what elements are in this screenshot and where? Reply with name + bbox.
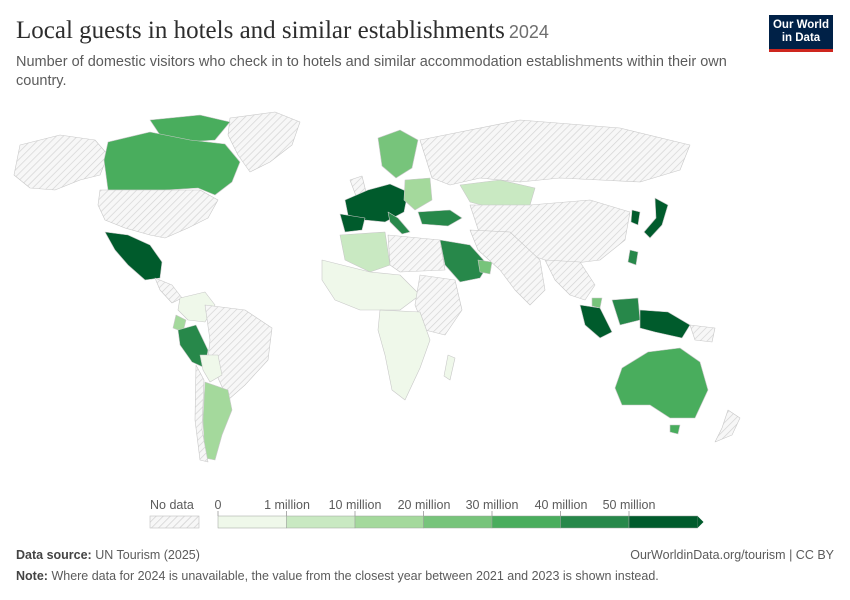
region-alaska[interactable] (13, 134, 109, 191)
note-value: Where data for 2024 is unavailable, the … (51, 569, 659, 583)
owid-logo[interactable]: Our World in Data (769, 15, 833, 52)
world-map[interactable] (0, 100, 850, 485)
footer-link[interactable]: OurWorldinData.org/tourism | CC BY (630, 548, 834, 562)
region-libya-egypt[interactable] (387, 234, 446, 273)
legend-tick-4: 30 million (465, 498, 519, 512)
legend-tick-6: 50 million (602, 498, 656, 512)
region-italy[interactable] (387, 211, 411, 235)
chart-title: Local guests in hotels and similar estab… (16, 14, 756, 49)
region-indonesia-east[interactable] (639, 309, 691, 339)
region-united-states[interactable] (97, 189, 219, 239)
region-east-africa[interactable] (414, 274, 463, 336)
footer-note: Note: Where data for 2024 is unavailable… (16, 569, 834, 583)
region-algeria[interactable] (339, 231, 391, 273)
region-japan[interactable] (643, 197, 669, 239)
region-central-america[interactable] (154, 277, 183, 304)
region-saudi-arabia[interactable] (439, 239, 489, 283)
region-uae-oman[interactable] (477, 259, 493, 275)
region-korea[interactable] (630, 209, 641, 226)
legend-bin-0 (217, 515, 287, 529)
region-turkey[interactable] (417, 209, 463, 227)
map-legend: No data 0 1 million 10 million 20 millio… (0, 495, 850, 535)
region-madagascar[interactable] (443, 354, 456, 381)
chart-title-text: Local guests in hotels and similar estab… (16, 17, 505, 44)
legend-bin-4 (491, 515, 561, 529)
region-bolivia[interactable] (199, 354, 223, 383)
legend-no-data-swatch (149, 515, 200, 529)
legend-tick-3: 20 million (397, 498, 451, 512)
region-russia[interactable] (419, 119, 691, 186)
region-eastern-europe[interactable] (403, 177, 433, 211)
legend-bin-6 (628, 515, 698, 529)
legend-bar (149, 511, 704, 529)
region-scandinavia[interactable] (377, 129, 419, 179)
region-chile[interactable] (194, 364, 209, 463)
legend-tick-5: 40 million (534, 498, 588, 512)
chart-subtitle: Number of domestic visitors who check in… (16, 54, 727, 89)
region-png[interactable] (689, 324, 716, 343)
region-borneo[interactable] (611, 297, 641, 326)
region-new-zealand[interactable] (714, 409, 741, 443)
legend-tick-1: 1 million (264, 498, 310, 512)
region-tasmania[interactable] (669, 424, 681, 435)
region-central-africa[interactable] (377, 309, 431, 401)
region-argentina[interactable] (202, 381, 233, 461)
legend-bin-5 (560, 515, 630, 529)
region-brazil[interactable] (204, 304, 273, 401)
region-canada[interactable] (103, 131, 241, 196)
legend-bin-3 (423, 515, 493, 529)
region-colombia[interactable] (177, 291, 216, 323)
region-australia[interactable] (614, 347, 709, 419)
note-label: Note: (16, 569, 48, 583)
region-malaysia[interactable] (591, 297, 603, 309)
region-mexico[interactable] (104, 231, 163, 281)
legend-bin-2 (354, 515, 424, 529)
chart-year: 2024 (508, 22, 549, 42)
region-southeast-asia[interactable] (544, 259, 596, 301)
region-spain[interactable] (339, 213, 366, 233)
legend-tick-0: 0 (214, 498, 222, 512)
legend-arrow (697, 516, 704, 528)
footer-source: Data source: UN Tourism (2025) OurWorldi… (16, 548, 834, 562)
region-philippines[interactable] (627, 249, 639, 266)
legend-bin-1 (286, 515, 356, 529)
region-iran-india[interactable] (469, 229, 546, 306)
region-west-africa[interactable] (321, 259, 421, 311)
source-label: Data source: (16, 548, 92, 562)
region-indonesia[interactable] (579, 304, 613, 339)
legend-no-data-label: No data (150, 498, 194, 512)
source-value: UN Tourism (2025) (95, 548, 200, 562)
logo-line-1: Our World (772, 19, 829, 31)
legend-tick-2: 10 million (328, 498, 382, 512)
logo-line-2: in Data (781, 32, 821, 44)
region-greenland[interactable] (227, 111, 301, 173)
